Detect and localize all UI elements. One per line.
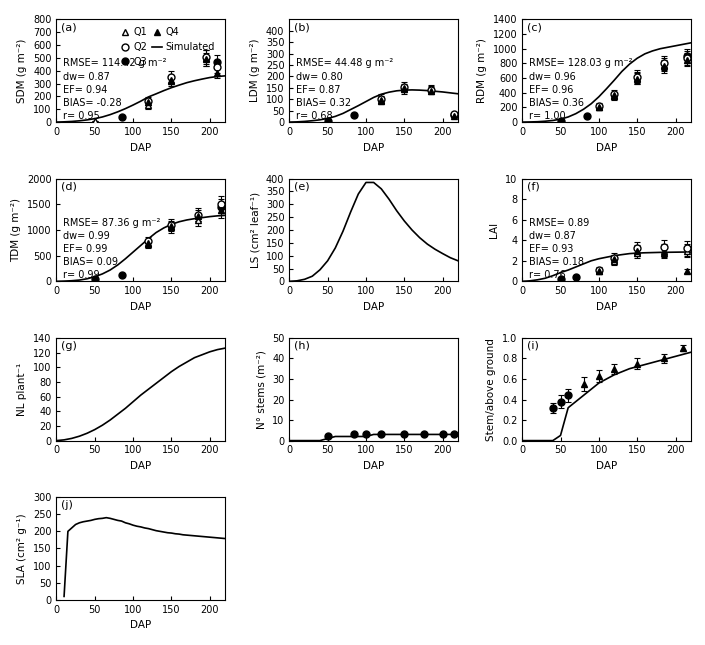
Text: RMSE= 0.89
dw= 0.87
EF= 0.93
BIAS= 0.18
r= 0.76: RMSE= 0.89 dw= 0.87 EF= 0.93 BIAS= 0.18 … <box>529 217 589 281</box>
Y-axis label: NL plant⁻¹: NL plant⁻¹ <box>18 362 27 416</box>
Text: (d): (d) <box>61 182 78 192</box>
X-axis label: DAP: DAP <box>363 461 384 471</box>
Text: RMSE= 128.03 g m⁻²
dw= 0.96
EF= 0.96
BIAS= 0.36
r= 1.00: RMSE= 128.03 g m⁻² dw= 0.96 EF= 0.96 BIA… <box>529 59 632 121</box>
X-axis label: DAP: DAP <box>130 461 152 471</box>
Text: (e): (e) <box>295 182 310 192</box>
Text: (b): (b) <box>295 23 310 32</box>
Y-axis label: LDM (g m⁻²): LDM (g m⁻²) <box>250 39 260 103</box>
X-axis label: DAP: DAP <box>363 302 384 312</box>
Y-axis label: LS (cm² leaf⁻¹): LS (cm² leaf⁻¹) <box>250 192 260 268</box>
Y-axis label: SDM (g m⁻²): SDM (g m⁻²) <box>18 39 27 103</box>
X-axis label: DAP: DAP <box>363 143 384 152</box>
Y-axis label: N° stems (m⁻²): N° stems (m⁻²) <box>257 350 266 429</box>
Text: (g): (g) <box>61 341 78 351</box>
Y-axis label: Stem/above ground: Stem/above ground <box>486 338 496 441</box>
Legend: Q1, Q2, Q3, Q4, Simulated: Q1, Q2, Q3, Q4, Simulated <box>117 25 218 70</box>
X-axis label: DAP: DAP <box>130 143 152 152</box>
Y-axis label: TDM (g m⁻²): TDM (g m⁻²) <box>11 198 21 262</box>
Y-axis label: LAI: LAI <box>489 222 499 238</box>
Text: (j): (j) <box>61 500 73 510</box>
Text: RMSE= 114.42 g m⁻²
dw= 0.87
EF= 0.94
BIAS= -0.28
r= 0.95: RMSE= 114.42 g m⁻² dw= 0.87 EF= 0.94 BIA… <box>63 59 166 121</box>
X-axis label: DAP: DAP <box>130 620 152 630</box>
X-axis label: DAP: DAP <box>130 302 152 312</box>
X-axis label: DAP: DAP <box>596 302 617 312</box>
Text: (i): (i) <box>527 341 539 351</box>
Text: RMSE= 87.36 g m⁻²
dw= 0.99
EF= 0.99
BIAS= 0.09
r= 0.99: RMSE= 87.36 g m⁻² dw= 0.99 EF= 0.99 BIAS… <box>63 217 161 281</box>
Text: (f): (f) <box>527 182 540 192</box>
X-axis label: DAP: DAP <box>596 461 617 471</box>
Text: RMSE= 44.48 g m⁻²
dw= 0.80
EF= 0.87
BIAS= 0.32
r= 0.68: RMSE= 44.48 g m⁻² dw= 0.80 EF= 0.87 BIAS… <box>296 59 393 121</box>
Y-axis label: SLA (cm² g⁻¹): SLA (cm² g⁻¹) <box>18 513 27 584</box>
Text: (c): (c) <box>527 23 542 32</box>
X-axis label: DAP: DAP <box>596 143 617 152</box>
Text: (a): (a) <box>61 23 77 32</box>
Text: (h): (h) <box>295 341 310 351</box>
Y-axis label: RDM (g m⁻²): RDM (g m⁻²) <box>477 38 487 103</box>
